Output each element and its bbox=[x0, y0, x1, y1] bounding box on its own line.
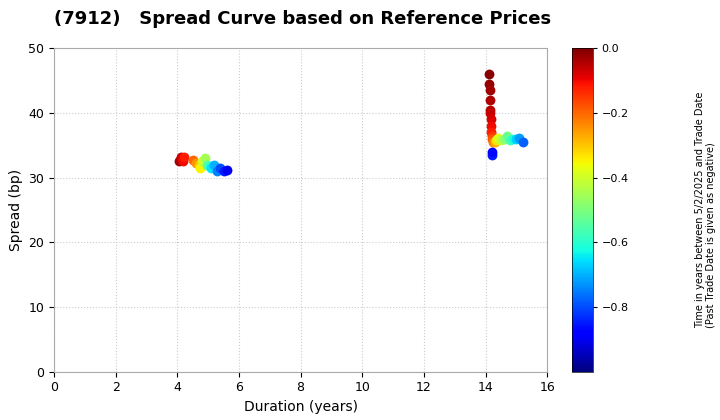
Point bbox=[484, 87, 495, 94]
Point bbox=[485, 123, 497, 129]
Point bbox=[484, 97, 495, 103]
Point bbox=[205, 165, 217, 171]
Point bbox=[490, 137, 502, 144]
Point bbox=[487, 148, 498, 155]
Point bbox=[508, 136, 519, 142]
Point bbox=[190, 160, 202, 167]
Point bbox=[510, 136, 522, 142]
Point bbox=[483, 71, 495, 78]
Point bbox=[486, 132, 498, 139]
Point bbox=[221, 167, 233, 173]
Point bbox=[177, 158, 189, 165]
Point bbox=[209, 161, 220, 168]
Point bbox=[176, 155, 188, 162]
Point bbox=[485, 110, 496, 116]
Point bbox=[187, 156, 199, 163]
Point bbox=[215, 165, 226, 171]
Point bbox=[217, 168, 229, 175]
Point bbox=[204, 163, 215, 169]
Y-axis label: Spread (bp): Spread (bp) bbox=[9, 169, 23, 251]
Point bbox=[498, 136, 510, 142]
Point bbox=[194, 165, 206, 171]
Point bbox=[484, 81, 495, 87]
Point bbox=[179, 154, 190, 160]
Text: Time in years between 5/2/2025 and Trade Date
(Past Trade Date is given as negat: Time in years between 5/2/2025 and Trade… bbox=[695, 92, 716, 328]
Point bbox=[495, 137, 507, 144]
Point bbox=[485, 106, 496, 113]
Point bbox=[505, 137, 516, 144]
Point bbox=[486, 129, 498, 136]
Point bbox=[489, 139, 500, 145]
X-axis label: Duration (years): Duration (years) bbox=[243, 400, 358, 414]
Point bbox=[196, 158, 208, 165]
Text: (7912)   Spread Curve based on Reference Prices: (7912) Spread Curve based on Reference P… bbox=[54, 10, 551, 29]
Point bbox=[212, 168, 223, 175]
Point bbox=[487, 136, 498, 142]
Point bbox=[199, 155, 211, 162]
Point bbox=[487, 139, 499, 145]
Point bbox=[174, 156, 186, 163]
Point bbox=[175, 154, 186, 160]
Point bbox=[485, 116, 497, 123]
Point bbox=[517, 139, 528, 145]
Point bbox=[193, 161, 204, 168]
Point bbox=[173, 158, 184, 165]
Point bbox=[513, 134, 525, 141]
Point bbox=[501, 132, 513, 139]
Point bbox=[486, 152, 498, 158]
Point bbox=[492, 134, 504, 141]
Point bbox=[201, 161, 212, 168]
